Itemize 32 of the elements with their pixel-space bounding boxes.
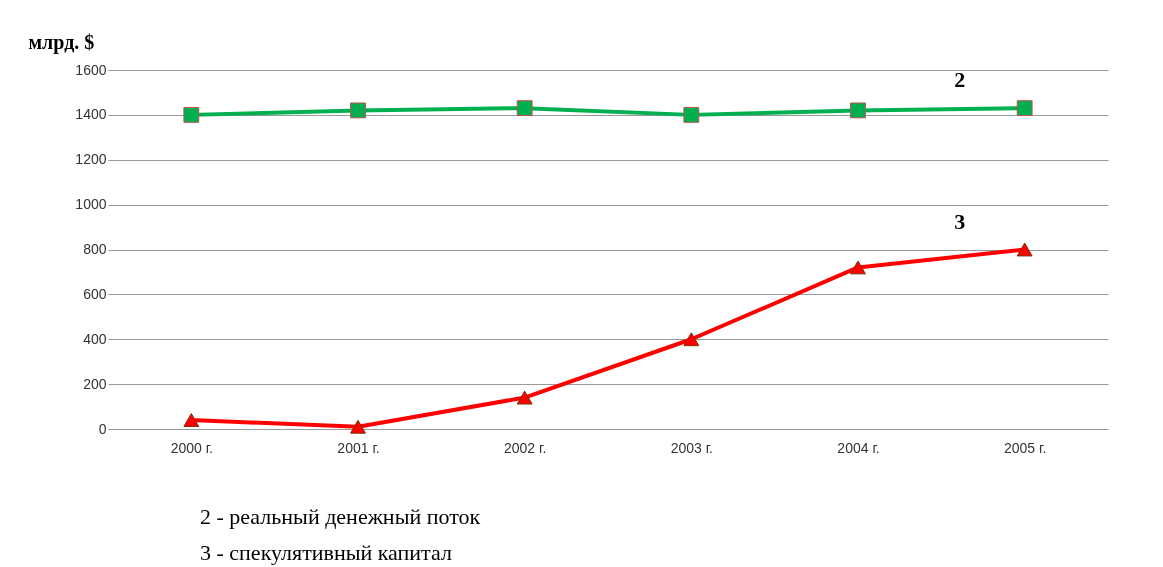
text: 2 - реальный денежный поток xyxy=(200,504,481,529)
x-tick-label: 2004 г. xyxy=(837,439,880,456)
point xyxy=(183,413,200,427)
y-tick-label: 800 xyxy=(83,241,107,257)
y-tick-label: 0 xyxy=(98,420,107,437)
point xyxy=(683,332,700,347)
point xyxy=(516,390,533,405)
y-tick-label: 600 xyxy=(83,285,107,302)
y-axis-title: млрд. $ xyxy=(28,30,95,54)
x-tick-label: 2000 г. xyxy=(170,439,213,456)
point xyxy=(1016,242,1033,257)
series-label: 3 xyxy=(954,208,966,234)
point xyxy=(850,260,866,275)
x-tick-label: 2001 г. xyxy=(337,439,380,456)
point xyxy=(350,419,366,434)
point xyxy=(350,102,366,119)
y-tick-label: 1400 xyxy=(75,106,107,123)
y-tick-label: 400 xyxy=(83,330,107,347)
x-tick-label: 2002 г. xyxy=(504,439,547,456)
point xyxy=(850,102,866,119)
point xyxy=(183,106,200,123)
point xyxy=(516,100,533,117)
series-label: 2 xyxy=(954,67,966,93)
point xyxy=(683,106,700,123)
y-tick-label: 1200 xyxy=(75,151,107,168)
y-tick-label: 200 xyxy=(83,375,107,392)
x-tick-label: 2005 г. xyxy=(1004,439,1047,456)
y-tick-label: 1000 xyxy=(75,196,107,213)
point xyxy=(1016,100,1033,117)
y-tick-label: 1600 xyxy=(75,61,107,78)
text: 3 - спекулятивный капитал xyxy=(200,540,452,565)
x-tick-label: 2003 г. xyxy=(670,439,713,456)
